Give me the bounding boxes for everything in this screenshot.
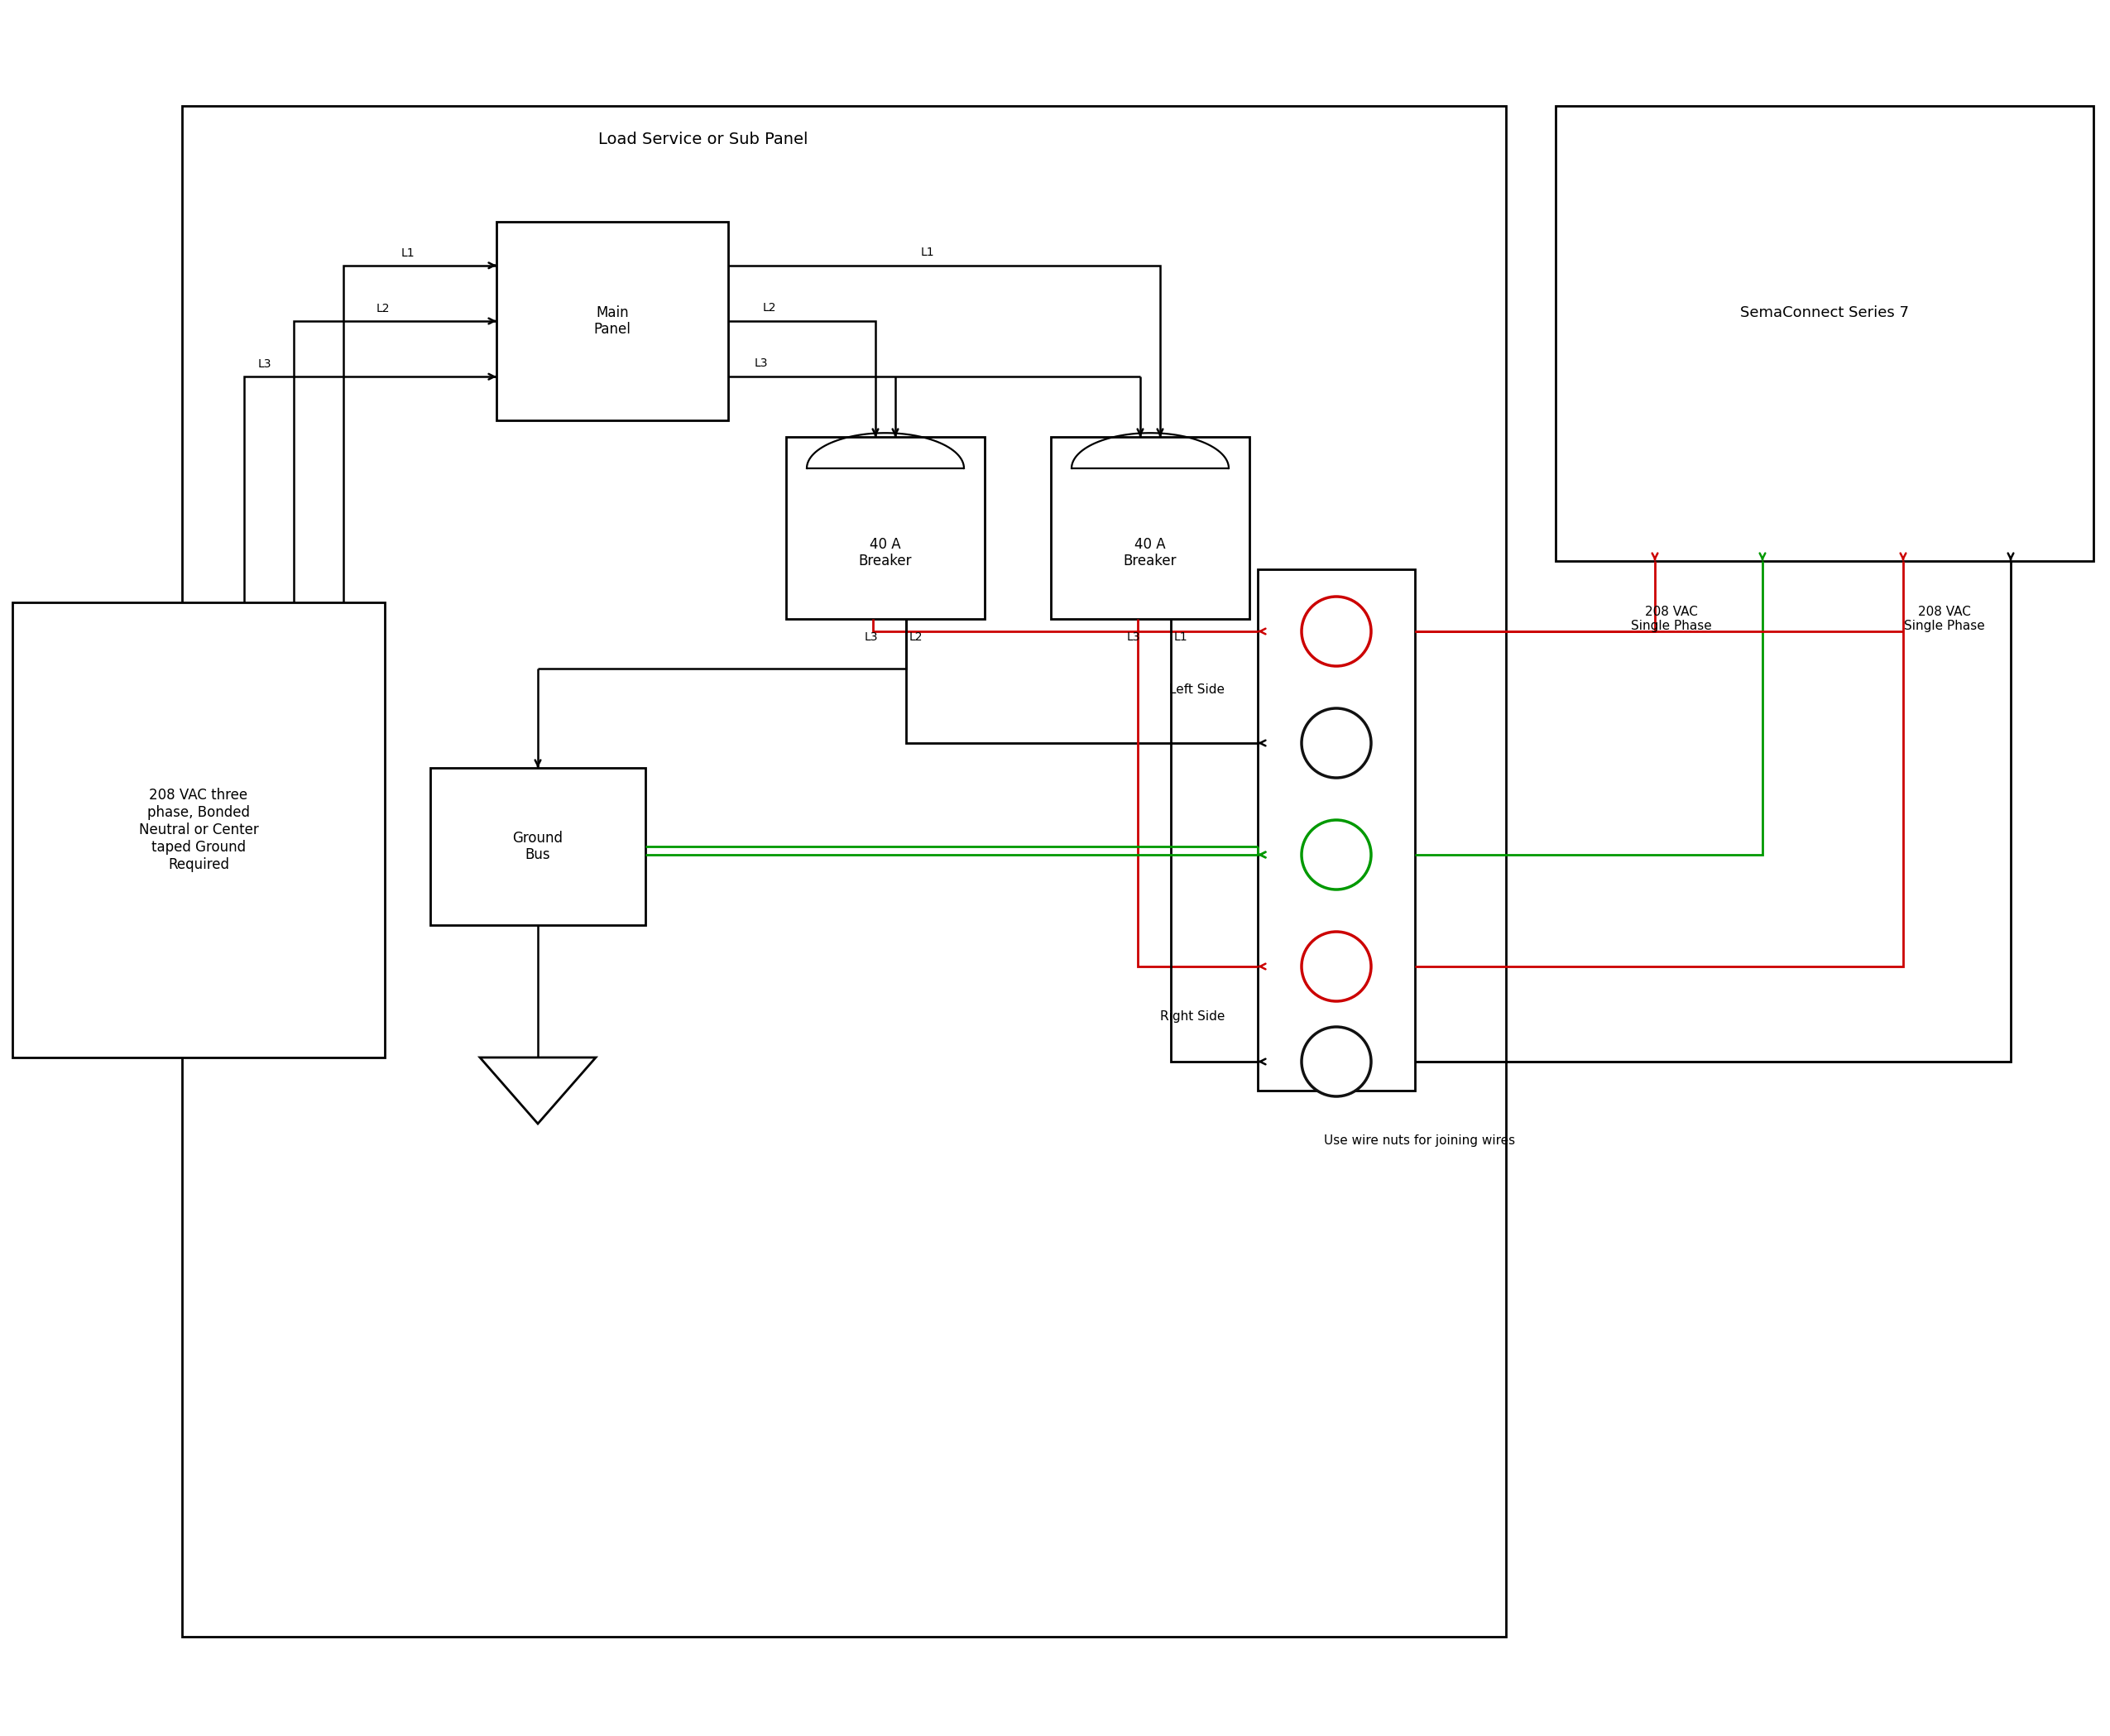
- Text: L1: L1: [401, 247, 414, 259]
- Text: Ground
Bus: Ground Bus: [513, 830, 563, 863]
- Circle shape: [1302, 597, 1372, 667]
- Text: SemaConnect Series 7: SemaConnect Series 7: [1741, 306, 1910, 319]
- Text: 208 VAC
Single Phase: 208 VAC Single Phase: [1631, 606, 1711, 632]
- Text: L1: L1: [1173, 632, 1188, 642]
- Text: L1: L1: [920, 247, 935, 259]
- Text: 208 VAC three
phase, Bonded
Neutral or Center
taped Ground
Required: 208 VAC three phase, Bonded Neutral or C…: [139, 788, 257, 871]
- Text: L2: L2: [376, 302, 390, 314]
- Text: Load Service or Sub Panel: Load Service or Sub Panel: [599, 132, 808, 148]
- Circle shape: [1302, 819, 1372, 889]
- Bar: [181, 106, 1507, 1637]
- Text: Left Side: Left Side: [1169, 682, 1224, 696]
- Text: 40 A
Breaker: 40 A Breaker: [859, 536, 912, 569]
- Bar: [1051, 437, 1249, 620]
- Bar: [13, 602, 384, 1057]
- Text: L3: L3: [1127, 632, 1139, 642]
- Bar: [1555, 106, 2093, 561]
- Circle shape: [1302, 708, 1372, 778]
- Bar: [787, 437, 985, 620]
- Text: L2: L2: [762, 302, 776, 314]
- Circle shape: [1302, 932, 1372, 1002]
- Text: Right Side: Right Side: [1160, 1010, 1224, 1023]
- Text: Use wire nuts for joining wires: Use wire nuts for joining wires: [1323, 1134, 1515, 1146]
- Bar: [1258, 569, 1416, 1090]
- Text: Main
Panel: Main Panel: [593, 306, 631, 337]
- Text: L3: L3: [257, 358, 272, 370]
- Bar: [496, 222, 728, 420]
- Bar: [430, 767, 646, 925]
- Text: L2: L2: [909, 632, 922, 642]
- Text: 208 VAC
Single Phase: 208 VAC Single Phase: [1903, 606, 1986, 632]
- Text: 40 A
Breaker: 40 A Breaker: [1123, 536, 1177, 569]
- Text: L3: L3: [755, 358, 768, 370]
- Text: L3: L3: [865, 632, 878, 642]
- Circle shape: [1302, 1028, 1372, 1097]
